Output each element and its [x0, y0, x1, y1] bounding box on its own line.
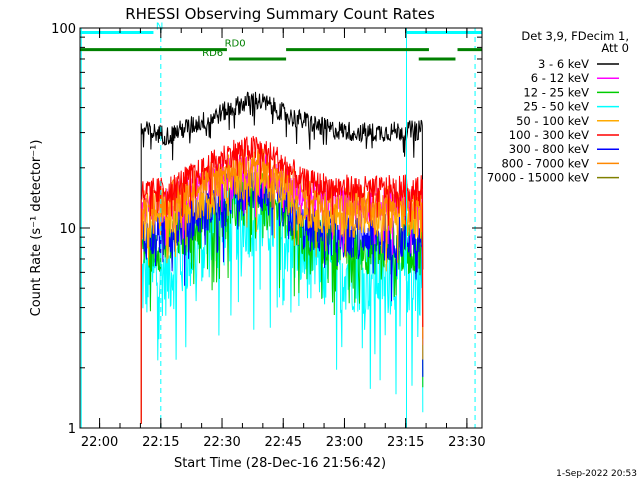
legend-label-50-100-kev: 50 - 100 keV: [516, 114, 589, 128]
x-tick-label-22:30: 22:30: [203, 435, 240, 450]
x-axis-label: Start Time (28-Dec-16 21:56:42): [174, 456, 386, 471]
legend-label-25-50-kev: 25 - 50 keV: [523, 100, 589, 114]
chart-title: RHESSI Observing Summary Count Rates: [125, 5, 435, 23]
legend-label-3-6-kev: 3 - 6 keV: [538, 57, 589, 71]
legend-label-7000-15000-kev: 7000 - 15000 keV: [487, 171, 589, 185]
y-tick-label-1: 1: [68, 422, 76, 437]
x-tick-label-23:15: 23:15: [387, 435, 424, 450]
series-line-800-7000-kev: [140, 148, 424, 424]
y-tick-label-100: 100: [51, 22, 76, 37]
legend-label-300-800-kev: 300 - 800 keV: [509, 142, 589, 156]
flag-rd6-label: RD6: [202, 48, 223, 59]
legend-label-12-25-kev: 12 - 25 keV: [523, 85, 589, 99]
x-tick-label-23:30: 23:30: [448, 435, 485, 450]
series-line-3-6-kev: [140, 91, 424, 424]
x-tick-label-22:45: 22:45: [265, 435, 302, 450]
series-line-25-50-kev: [140, 174, 424, 424]
legend-label-100-300-kev: 100 - 300 keV: [509, 128, 589, 142]
series-line-100-300-kev: [140, 135, 424, 424]
legend-header-line-1: Det 3,9, FDecim 1,: [521, 29, 629, 43]
y-tick-label-10: 10: [59, 222, 76, 237]
legend-header-line-2: Att 0: [601, 41, 629, 55]
x-tick-label-22:15: 22:15: [142, 435, 179, 450]
footer-timestamp: 1-Sep-2022 20:53: [556, 469, 637, 479]
flag-n-label: N: [156, 21, 163, 32]
legend-label-6-12-kev: 6 - 12 keV: [531, 71, 589, 85]
x-tick-label-23:00: 23:00: [326, 435, 363, 450]
legend-label-800-7000-kev: 800 - 7000 keV: [501, 156, 589, 170]
flag-rd0-label: RD0: [225, 39, 246, 50]
x-tick-label-22:00: 22:00: [81, 435, 118, 450]
y-axis-label: Count Rate (s⁻¹ detector⁻¹): [29, 140, 44, 317]
